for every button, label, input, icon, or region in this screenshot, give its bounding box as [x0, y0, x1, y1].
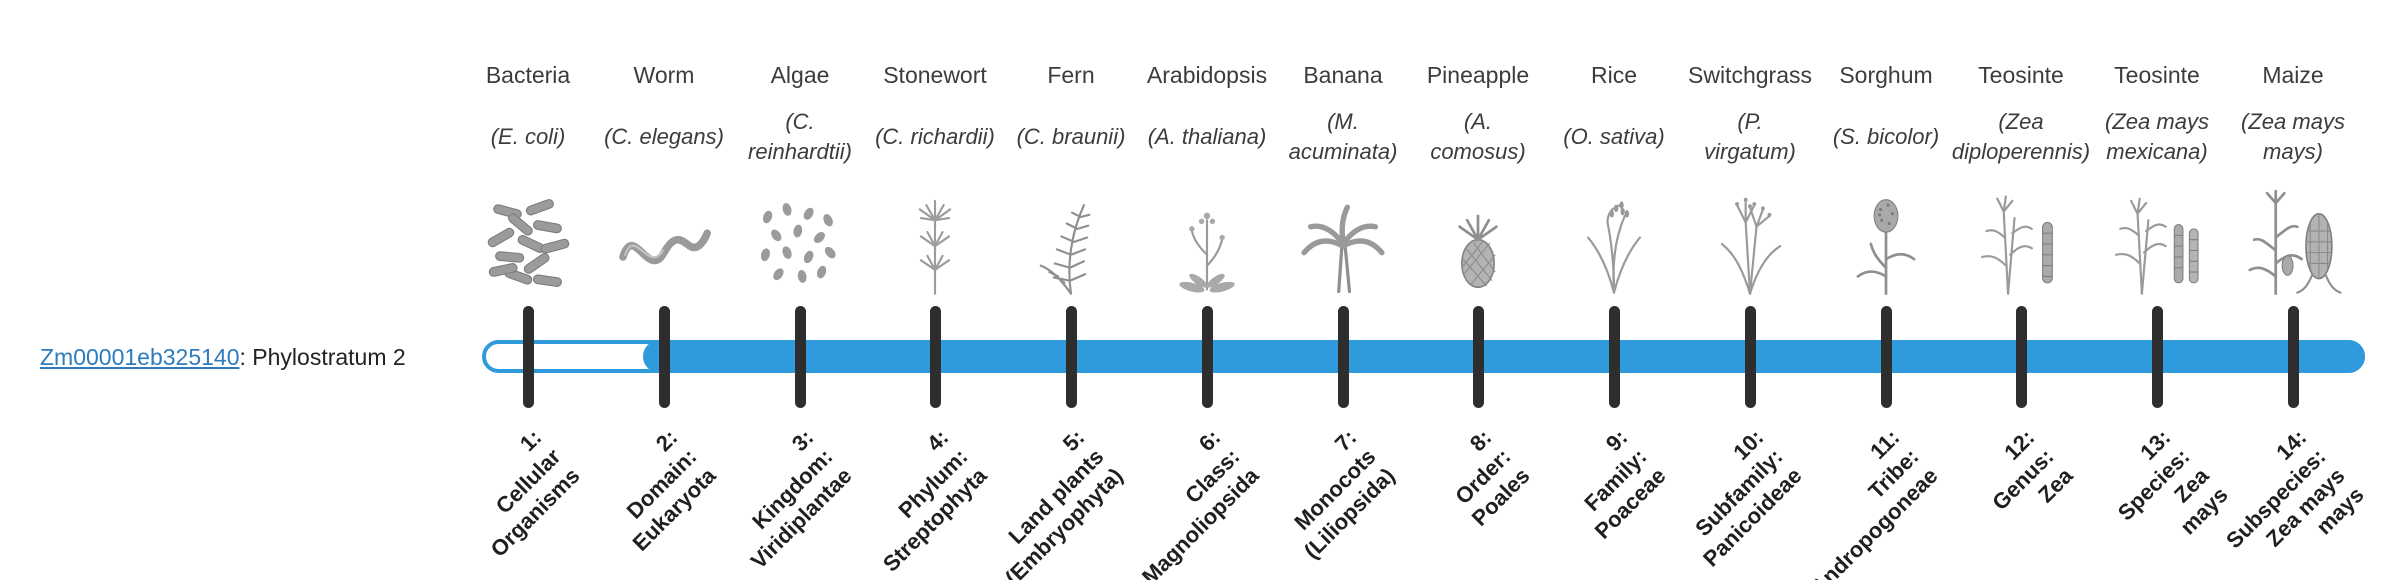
organism-scientific-name: (C. reinhardtii): [748, 109, 852, 164]
organism-name: Pineapple: [1426, 62, 1530, 88]
organism-name: Switchgrass: [1688, 62, 1812, 88]
organism-name: Fern: [1047, 62, 1095, 88]
stratum-tick: [2015, 306, 2027, 408]
organism-name: Worm: [633, 62, 695, 88]
organism-name: Stonewort: [883, 62, 987, 88]
stonewort-icon: [875, 180, 995, 298]
stratum-tick: [1065, 306, 1077, 408]
stratum-tick: [794, 306, 806, 408]
teosinte-icon: [1961, 180, 2081, 298]
stratum-tick: [1744, 306, 1756, 408]
organism-scientific-name: (C. elegans): [604, 124, 724, 149]
bacteria-icon: [468, 180, 588, 298]
organism-name: Bacteria: [485, 62, 571, 88]
gene-phylostratum-text: : Phylostratum 2: [239, 344, 406, 370]
organism-scientific-name: (Zea diploperennis): [1951, 109, 2091, 164]
organism-name: Algae: [770, 62, 830, 88]
switchgrass-icon: [1690, 180, 1810, 298]
gene-id-link[interactable]: Zm00001eb325140: [40, 344, 240, 370]
stratum-tick: [1608, 306, 1620, 408]
organism-scientific-name: (A. comosus): [1430, 109, 1526, 164]
organism-name: Sorghum: [1839, 62, 1933, 88]
organism-name: Teosinte: [1978, 62, 2064, 88]
organism-scientific-name: (C. richardii): [875, 124, 995, 149]
organism-name: Banana: [1303, 62, 1383, 88]
organism-scientific-name: (E. coli): [490, 124, 566, 149]
stratum-tick: [658, 306, 670, 408]
phylostrata-bar-fill: [643, 340, 2365, 373]
maize-icon: [2233, 180, 2353, 298]
organism-scientific-name: (S. bicolor): [1832, 124, 1940, 149]
stratum-tick: [929, 306, 941, 408]
organism-scientific-name: (Zea mays mexicana): [2105, 109, 2209, 164]
gene-label: Zm00001eb325140: Phylostratum 2: [40, 344, 406, 371]
stratum-tick: [1472, 306, 1484, 408]
banana-icon: [1283, 180, 1403, 298]
stratum-tick: [2287, 306, 2299, 408]
arabidopsis-icon: [1147, 180, 1267, 298]
organism-name: Teosinte: [2114, 62, 2200, 88]
fern-icon: [1011, 180, 1131, 298]
organism-scientific-name: (O. sativa): [1563, 124, 1665, 149]
rice-icon: [1554, 180, 1674, 298]
sorghum-icon: [1826, 180, 1946, 298]
organism-scientific-name: (P. virgatum): [1704, 109, 1796, 164]
organism-name: Rice: [1590, 62, 1637, 88]
organism-scientific-name: (C. braunii): [1016, 124, 1126, 149]
stratum-tick: [522, 306, 534, 408]
teosinte-icon: [2097, 180, 2217, 298]
organism-name: Maize: [2262, 62, 2324, 88]
stratum-tick: [1201, 306, 1213, 408]
organism-scientific-name: (A. thaliana): [1147, 124, 1267, 149]
algae-icon: [740, 180, 860, 298]
stratum-tick: [2151, 306, 2163, 408]
organism-scientific-name: (M. acuminata): [1288, 109, 1398, 164]
stratum-tick: [1337, 306, 1349, 408]
worm-icon: [604, 180, 724, 298]
stratum-tick: [1880, 306, 1892, 408]
organism-scientific-name: (Zea mays mays): [2241, 109, 2345, 164]
organism-name: Arabidopsis: [1146, 62, 1268, 88]
pineapple-icon: [1418, 180, 1538, 298]
